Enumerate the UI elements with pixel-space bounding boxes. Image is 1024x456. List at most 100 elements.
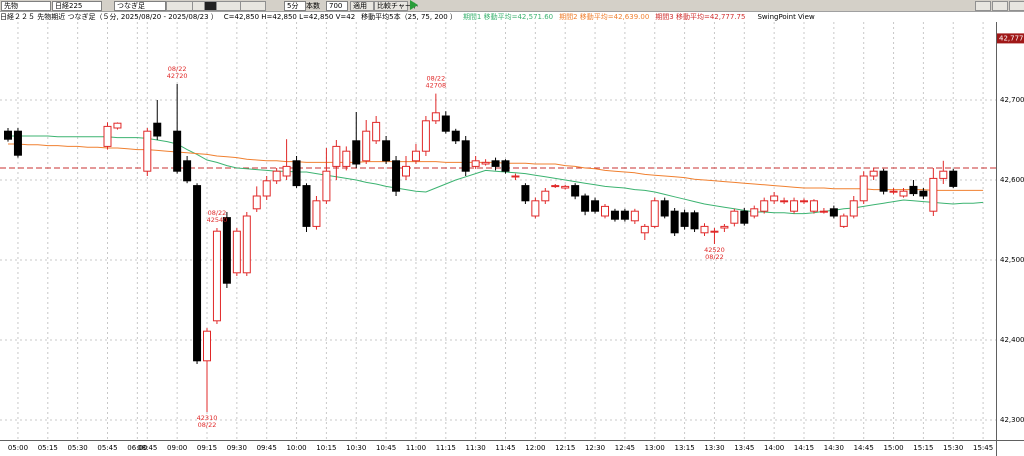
- candle-body: [272, 170, 281, 182]
- plot-area: [0, 22, 996, 440]
- x-tick-label: 05:15: [38, 444, 58, 452]
- tool-button[interactable]: [240, 1, 266, 11]
- candle-body: [660, 200, 669, 217]
- compare-button[interactable]: 比較チャート: [374, 1, 419, 11]
- x-tick-label: 15:15: [913, 444, 933, 452]
- tool-button[interactable]: [166, 1, 194, 11]
- x-tick-label: 08:45: [137, 444, 157, 452]
- x-tick-label: 10:00: [286, 444, 306, 452]
- tool-button[interactable]: [216, 1, 242, 11]
- candle-body: [670, 210, 679, 234]
- candle-body: [441, 115, 450, 132]
- candle-body: [511, 175, 520, 178]
- annotation: 42310: [197, 414, 218, 422]
- candle-body: [730, 210, 739, 224]
- candle-body: [581, 195, 590, 212]
- candle-body: [222, 217, 231, 284]
- candle-body: [362, 130, 371, 162]
- moving-average-line: [8, 143, 984, 191]
- x-tick-label: 12:45: [615, 444, 635, 452]
- mode-select[interactable]: つなぎ足: [114, 1, 166, 11]
- candle-body: [153, 122, 162, 137]
- interval-select[interactable]: 5分: [284, 1, 306, 11]
- legend: 期間1 移動平均=42,571.60 期間2 移動平均=42,639.00 期間3 …: [463, 13, 752, 21]
- candle-body: [899, 190, 908, 197]
- candle-body: [431, 112, 440, 122]
- candle-body: [650, 200, 659, 227]
- annotation: 08/22: [426, 75, 445, 83]
- annotation: 42720: [167, 72, 188, 80]
- x-tick-label: 06:00: [127, 444, 147, 452]
- x-tick-label: 10:15: [316, 444, 336, 452]
- candle-body: [392, 160, 401, 192]
- x-tick-label: 11:15: [436, 444, 456, 452]
- x-tick-label: 05:45: [97, 444, 117, 452]
- candle-body: [551, 185, 560, 188]
- annotation: 42540: [207, 216, 228, 224]
- candle-body: [909, 185, 918, 195]
- x-tick-label: 11:45: [495, 444, 515, 452]
- candle-body: [232, 230, 241, 274]
- candle-body: [212, 230, 221, 322]
- candle-body: [372, 121, 381, 142]
- candle-body: [252, 195, 261, 210]
- x-tick-label: 09:45: [257, 444, 277, 452]
- candle-body: [13, 130, 22, 156]
- candle-body: [879, 170, 888, 192]
- count-input[interactable]: 700: [326, 1, 348, 11]
- apply-button[interactable]: 適用: [350, 1, 374, 11]
- x-tick-label: 05:30: [68, 444, 88, 452]
- candle-body: [332, 145, 341, 167]
- candle-body: [949, 170, 958, 187]
- candle-body: [411, 150, 420, 162]
- legend-entry: 期間1 移動平均=42,571.60: [462, 13, 554, 21]
- candle-body: [601, 205, 609, 217]
- candle-body: [591, 200, 600, 212]
- chart-title: 日経２２５ 先物期近 つなぎ足（５分, 2025/08/20 - 2025/08…: [0, 13, 218, 21]
- candle-body: [262, 180, 271, 197]
- play-icon[interactable]: [410, 0, 418, 10]
- candle-body: [859, 175, 868, 202]
- candle-body: [103, 125, 112, 147]
- candle-body: [242, 215, 251, 274]
- candle-body: [760, 200, 769, 212]
- candle-body: [322, 170, 331, 202]
- candle-body: [839, 215, 848, 227]
- x-tick-label: 14:00: [764, 444, 784, 452]
- annotation: 08/22: [705, 253, 724, 261]
- x-tick-label: 12:15: [555, 444, 575, 452]
- y-tick-label: 42,500: [1000, 256, 1024, 264]
- candle-body: [352, 140, 361, 165]
- info-line: 日経２２５ 先物期近 つなぎ足（５分, 2025/08/20 - 2025/08…: [0, 12, 1024, 22]
- y-tick-label: 42,700: [1000, 96, 1024, 104]
- candle-body: [421, 120, 430, 152]
- x-tick-label: 05:00: [8, 444, 28, 452]
- market-select[interactable]: 先物: [1, 1, 51, 11]
- candle-body: [939, 170, 948, 179]
- x-tick-label: 10:45: [376, 444, 396, 452]
- candle-body: [819, 210, 828, 213]
- candle-body: [770, 195, 779, 202]
- candle-body: [571, 185, 580, 197]
- candle-body: [501, 160, 510, 172]
- x-tick-label: 15:30: [943, 444, 963, 452]
- candle-body: [451, 130, 460, 142]
- candle-body: [800, 200, 808, 203]
- x-tick-label: 14:45: [854, 444, 874, 452]
- candle-body: [630, 210, 639, 222]
- x-tick-label: 12:00: [525, 444, 545, 452]
- candle-body: [541, 190, 550, 202]
- candle-body: [302, 185, 311, 227]
- annotation: 42708: [426, 82, 447, 90]
- x-tick-label: 09:15: [197, 444, 217, 452]
- candle-body: [292, 160, 301, 187]
- window-button[interactable]: [1009, 1, 1024, 11]
- x-tick-label: 13:00: [645, 444, 665, 452]
- x-tick-label: 13:45: [734, 444, 754, 452]
- window-button[interactable]: [992, 1, 1008, 11]
- legend-entry: 期間3 移動平均=42,777.75: [655, 13, 746, 21]
- window-button[interactable]: [975, 1, 991, 11]
- index-select[interactable]: 日経225: [52, 1, 102, 11]
- ohlcv: C=42,850 H=42,850 L=42,850 V=42: [223, 13, 356, 21]
